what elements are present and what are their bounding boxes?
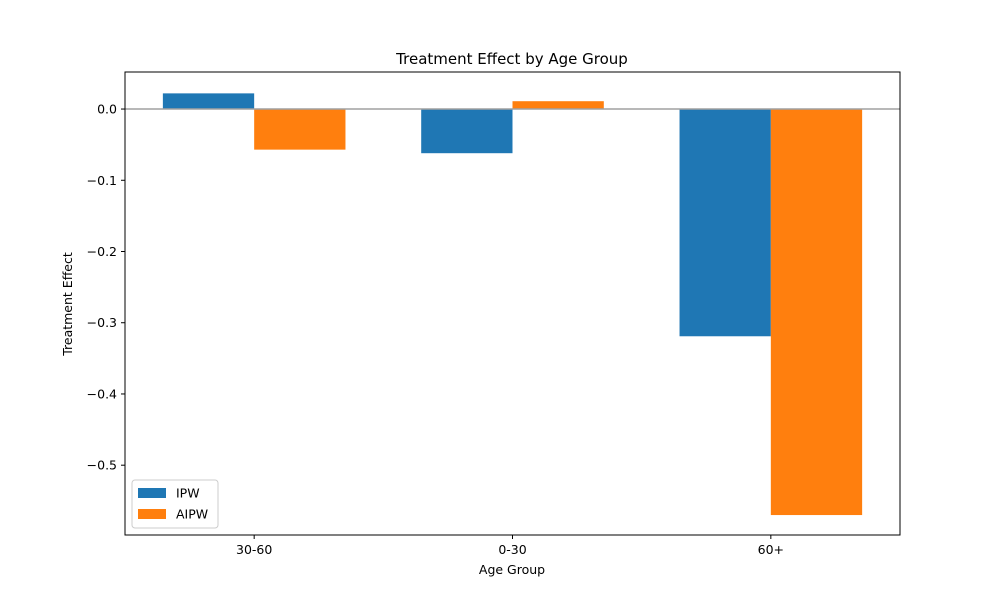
bar-ipw-0-30 xyxy=(421,109,513,154)
bar-ipw-60+ xyxy=(679,109,771,337)
legend-label-aipw: AIPW xyxy=(176,507,208,522)
legend-swatch-ipw xyxy=(138,488,166,498)
bar-aipw-30-60 xyxy=(254,109,346,150)
y-tick-label: −0.1 xyxy=(87,173,117,188)
legend-swatch-aipw xyxy=(138,509,166,519)
chart-title: Treatment Effect by Age Group xyxy=(395,50,628,68)
legend: IPW AIPW xyxy=(131,479,219,529)
bar-ipw-30-60 xyxy=(162,93,255,110)
y-axis-title: Treatment Effect xyxy=(60,252,75,357)
legend-label-ipw: IPW xyxy=(176,486,200,501)
plot-area: 0.0 −0.1 −0.2 −0.3 −0.4 −0.5 30-60 0-30 60+ IPW AI… xyxy=(87,71,901,557)
bar-aipw-60+ xyxy=(770,109,863,516)
bar-aipw-0-30 xyxy=(512,101,604,110)
y-tick-label: −0.5 xyxy=(87,458,117,473)
y-tick-label: −0.3 xyxy=(87,315,117,330)
x-tick-label: 0-30 xyxy=(498,542,526,557)
x-tick-label: 60+ xyxy=(758,542,784,557)
x-axis-title: Age Group xyxy=(479,562,545,577)
y-tick-label: −0.4 xyxy=(87,386,117,401)
x-tick-label: 30-60 xyxy=(236,542,272,557)
y-tick-label: 0.0 xyxy=(97,102,117,117)
y-tick-label: −0.2 xyxy=(87,244,117,259)
